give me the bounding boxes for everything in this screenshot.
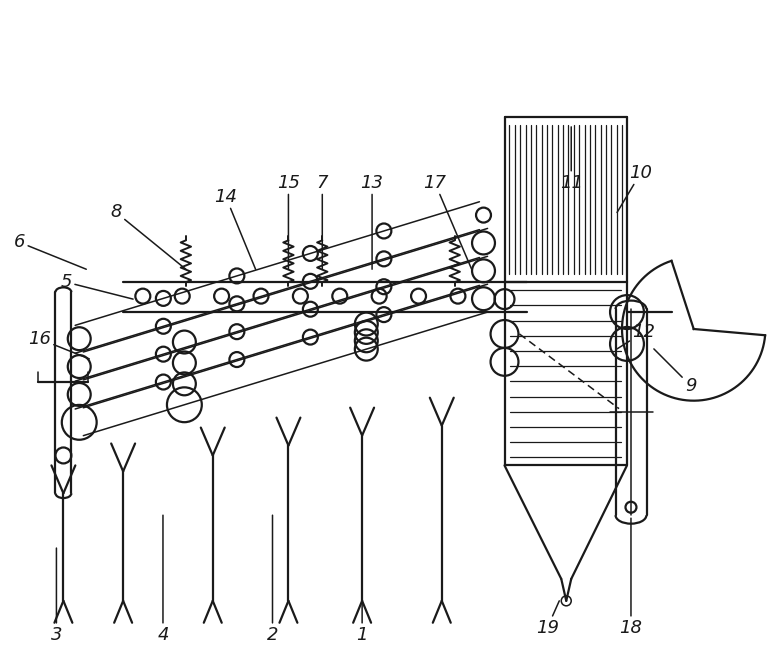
Text: 19: 19: [536, 601, 559, 637]
Text: 17: 17: [424, 173, 472, 269]
Text: 7: 7: [317, 173, 328, 269]
Text: 5: 5: [61, 273, 133, 299]
Text: 9: 9: [654, 349, 697, 395]
Text: 2: 2: [267, 515, 278, 644]
Text: 13: 13: [360, 173, 384, 269]
Text: 18: 18: [619, 518, 643, 637]
Text: 6: 6: [14, 233, 87, 269]
Text: 15: 15: [277, 173, 300, 269]
Text: 10: 10: [617, 164, 652, 213]
Text: 8: 8: [111, 203, 186, 269]
Text: 3: 3: [51, 548, 62, 644]
Text: 4: 4: [158, 515, 168, 644]
Text: 12: 12: [617, 323, 655, 349]
Text: 16: 16: [28, 330, 89, 359]
Text: 14: 14: [215, 188, 256, 269]
Text: 11: 11: [560, 127, 583, 192]
Text: 1: 1: [356, 515, 368, 644]
